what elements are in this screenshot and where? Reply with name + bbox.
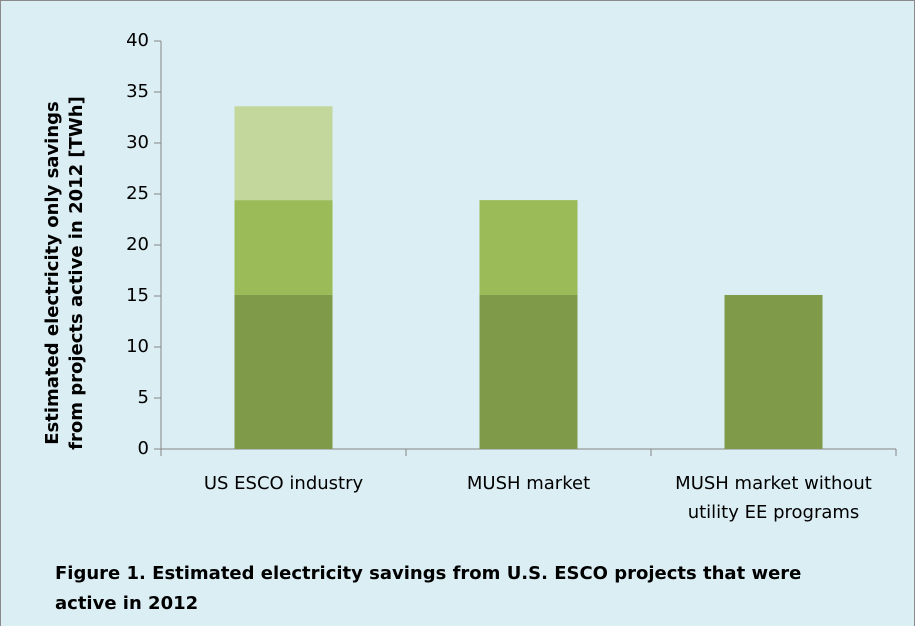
x-tick-label: MUSH market <box>466 473 591 494</box>
y-tick-label: 35 <box>126 81 149 102</box>
y-tick-label: 20 <box>126 234 149 255</box>
bar-segment <box>234 294 333 449</box>
bar-segment <box>724 294 823 449</box>
y-tick-label: 0 <box>138 438 149 459</box>
y-tick-label: 5 <box>138 387 149 408</box>
x-tick-label: MUSH market without utility EE programs <box>675 473 872 523</box>
bar-segment <box>479 294 578 449</box>
y-axis-label: Estimated electricity only savings from … <box>42 96 87 450</box>
y-tick-label: 25 <box>126 183 149 204</box>
y-tick-label: 15 <box>126 285 149 306</box>
bar-segment <box>234 106 333 201</box>
bar-segment <box>234 200 333 295</box>
y-tick-label: 40 <box>126 30 149 51</box>
bar-segment <box>479 200 578 295</box>
y-tick-label: 30 <box>126 132 149 153</box>
y-tick-label: 10 <box>126 336 149 357</box>
x-tick-label: US ESCO industry <box>203 473 364 494</box>
caption: Figure 1. Estimated electricity savings … <box>55 563 802 614</box>
